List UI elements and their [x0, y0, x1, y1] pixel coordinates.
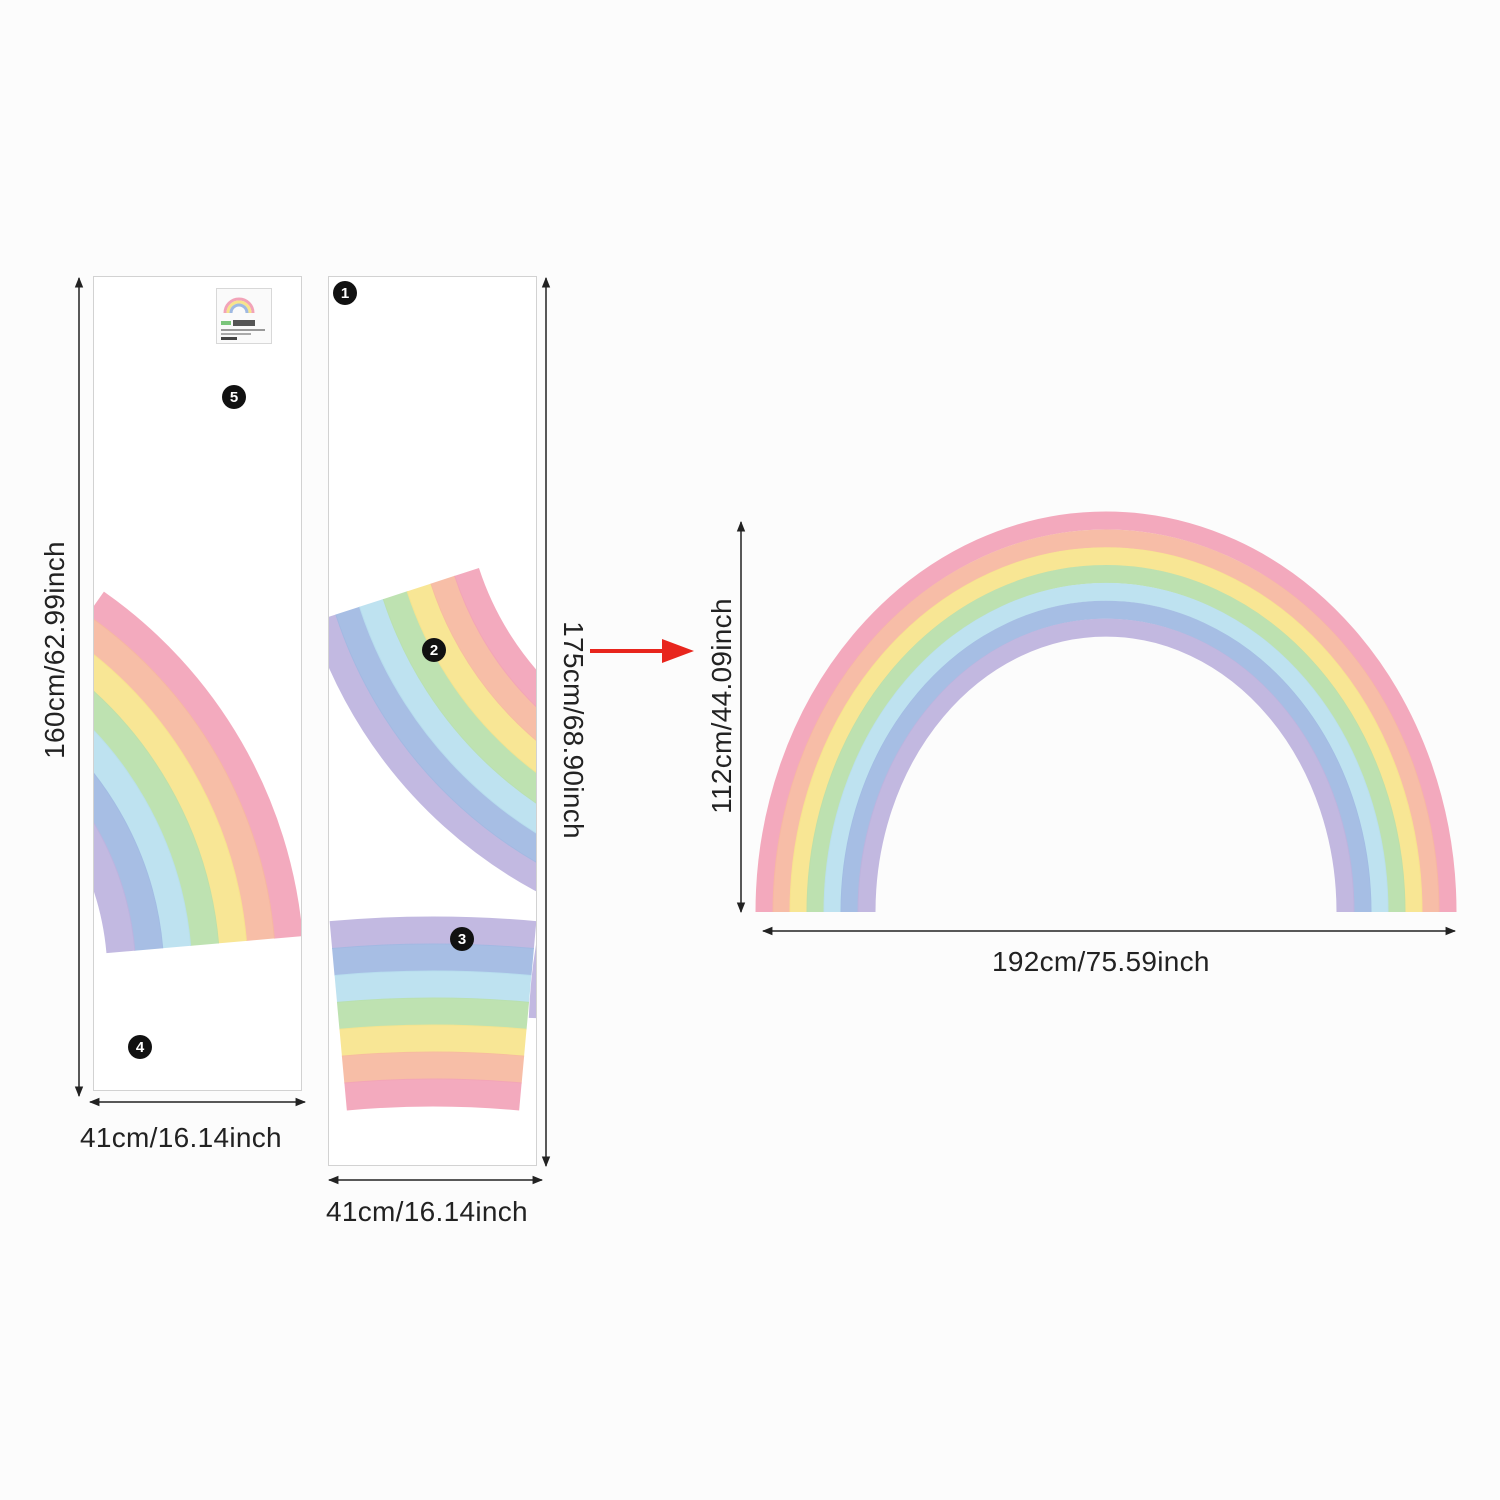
piece-number-badge-1: 1 — [333, 281, 357, 305]
rainbow-band — [382, 591, 536, 804]
rainbow-band — [94, 730, 192, 949]
rainbow-band — [341, 1051, 525, 1084]
piece-number-badge-5: 5 — [222, 385, 246, 409]
rainbow-piece-3 — [329, 916, 536, 1111]
sticker-sheet-a: 5 4 — [93, 276, 302, 1091]
sticker-sheet-b: 1 2 3 — [328, 276, 537, 1166]
rainbow-band — [329, 614, 536, 892]
sheet-a-height-label: 160cm/62.99inch — [39, 541, 70, 759]
rainbow-band — [406, 583, 536, 773]
rainbow-band — [329, 916, 536, 950]
rainbow-band — [334, 970, 532, 1003]
rainbow-band — [94, 822, 136, 954]
piece-number-badge-3: 3 — [450, 927, 474, 951]
rainbow-band — [857, 618, 1355, 913]
rainbow-band — [454, 567, 536, 708]
rainbow-band — [339, 1024, 527, 1057]
rainbow-width-label: 192cm/75.59inch — [992, 946, 1210, 977]
rainbow-piece-5 — [94, 591, 301, 954]
product-label-thumbnail — [216, 288, 272, 344]
rainbow-band — [332, 943, 534, 976]
rainbow-band — [789, 547, 1423, 913]
piece-number-badge-2: 2 — [422, 638, 446, 662]
rainbow-band — [840, 600, 1372, 913]
rainbow-piece-2 — [329, 567, 536, 892]
rainbow-band — [94, 619, 275, 941]
rainbow-band — [336, 997, 530, 1030]
sheet-b-height-label: 175cm/68.90inch — [558, 621, 589, 839]
rainbow-band — [344, 1078, 522, 1111]
rainbow-band — [755, 511, 1457, 913]
rainbow-band — [94, 773, 164, 951]
rainbow-band — [359, 598, 536, 834]
rainbow-band — [430, 575, 536, 741]
sheet-b-width-label: 41cm/16.14inch — [326, 1196, 528, 1227]
red-right-arrow-icon — [590, 639, 694, 663]
rainbow-height-label: 112cm/44.09inch — [706, 598, 737, 814]
rainbow-band — [94, 691, 220, 946]
piece-number-badge-4: 4 — [128, 1035, 152, 1059]
sheet-a-width-label: 41cm/16.14inch — [80, 1122, 282, 1153]
rainbow-band — [823, 582, 1389, 913]
rainbow-band — [94, 654, 247, 944]
rainbow-band — [94, 591, 301, 939]
rainbow-band — [806, 565, 1406, 913]
rainbow-band — [335, 606, 536, 863]
rainbow-band — [772, 529, 1440, 913]
